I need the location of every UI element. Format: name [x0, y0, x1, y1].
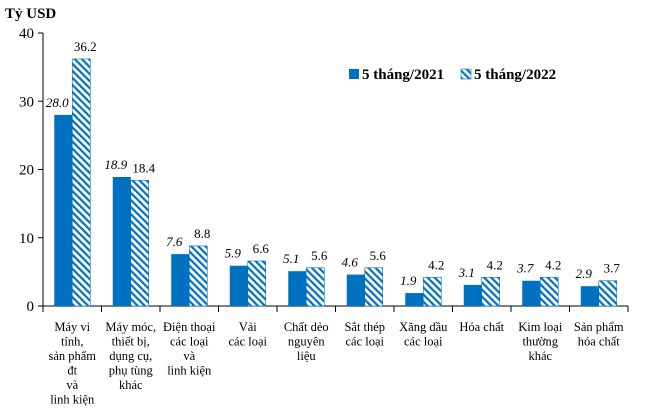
- category-label: các loại: [345, 335, 384, 349]
- category-label: Kim loại: [518, 320, 563, 334]
- bar-2021: [288, 271, 307, 306]
- data-label-2022: 4.2: [428, 257, 444, 272]
- category-label: Máy vi: [54, 320, 90, 334]
- category-label: các loại: [170, 335, 209, 349]
- bar-2021: [580, 286, 599, 306]
- category-label: Sắt thép: [344, 320, 385, 334]
- bar-2022: [364, 267, 384, 307]
- bar-2021: [229, 265, 248, 306]
- category-label: khác: [119, 378, 143, 392]
- category-label: khác: [528, 349, 552, 363]
- bar-2021: [54, 114, 73, 307]
- y-axis-unit-label: Tỷ USD: [5, 6, 56, 22]
- data-label-2021: 5.1: [283, 251, 299, 266]
- bar-2022: [71, 58, 91, 307]
- bar-2021: [171, 254, 190, 306]
- bar-2021: [463, 284, 482, 306]
- bar-2022: [188, 245, 208, 307]
- data-labels: 28.0 36.2 18.9 18.4 7.6 8.8 5.9 6.6 5.1 5.6 4.6 5.6…: [46, 39, 621, 288]
- y-tick-label: 10: [19, 231, 34, 247]
- bar-2021: [405, 293, 424, 306]
- category-label: và: [183, 349, 195, 363]
- data-label-2021: 2.9: [576, 266, 593, 281]
- legend-swatch-solid: [349, 69, 359, 79]
- bar-2022: [422, 277, 442, 307]
- category-label: sản phẩm: [48, 349, 96, 363]
- data-label-2022: 5.6: [311, 248, 328, 263]
- category-label: Sản phẩm: [574, 320, 624, 334]
- category-label: nguyên: [288, 335, 326, 349]
- category-label: Điện thoại: [163, 320, 216, 334]
- category-label: tính,: [61, 335, 84, 349]
- data-label-2022: 8.8: [194, 226, 210, 241]
- category-label: Máy móc,: [105, 320, 156, 334]
- data-label-2021: 3.7: [516, 261, 534, 276]
- bar-2021: [522, 280, 541, 306]
- data-label-2022: 4.2: [545, 257, 561, 272]
- legend-label-2022: 5 tháng/2022: [474, 67, 556, 83]
- category-label: thường: [522, 335, 558, 349]
- category-label: linh kiện: [167, 364, 212, 378]
- category-label: dụng cụ,: [109, 349, 152, 363]
- data-label-2022: 3.7: [604, 261, 621, 276]
- data-label-2021: 18.9: [104, 157, 127, 172]
- y-tick-label: 30: [19, 94, 34, 110]
- category-label: các loại: [404, 335, 443, 349]
- data-label-2021: 3.1: [458, 265, 475, 280]
- data-label-2022: 36.2: [74, 39, 97, 54]
- category-label: Hóa chất: [459, 320, 504, 334]
- y-tick-label: 40: [19, 26, 34, 42]
- data-label-2021: 28.0: [46, 95, 69, 110]
- bar-2022: [539, 277, 559, 307]
- bar-2022: [130, 180, 150, 307]
- data-label-2021: 7.6: [166, 234, 183, 249]
- bar-2021: [346, 274, 365, 306]
- category-label: linh kiện: [50, 393, 95, 407]
- bar-2022: [305, 267, 325, 307]
- legend: 5 tháng/2021 5 tháng/2022: [349, 67, 556, 83]
- data-label-2022: 5.6: [370, 248, 387, 263]
- legend-swatch-hatched: [460, 68, 472, 80]
- category-label: hóa chất: [578, 335, 621, 349]
- data-label-2022: 18.4: [132, 160, 155, 175]
- y-tick-label: 0: [27, 299, 35, 315]
- bar-2022: [247, 260, 267, 307]
- data-label-2021: 4.6: [342, 255, 359, 270]
- data-label-2021: 5.9: [225, 246, 242, 261]
- legend-label-2021: 5 tháng/2021: [362, 67, 444, 83]
- category-label: đt: [67, 364, 77, 378]
- category-label: thiết bị,: [112, 335, 150, 349]
- data-label-2021: 1.9: [400, 273, 417, 288]
- category-label: Xăng dầu: [399, 320, 448, 334]
- bars: [54, 58, 618, 307]
- category-label: phụ tùng: [109, 364, 154, 378]
- category-label: Chất dẻo: [284, 320, 329, 334]
- category-label: Vải: [239, 320, 258, 334]
- category-label: và: [66, 378, 78, 392]
- data-label-2022: 4.2: [487, 257, 503, 272]
- bar-2021: [112, 177, 131, 306]
- data-label-2022: 6.6: [253, 241, 270, 256]
- category-label: liệu: [297, 349, 316, 363]
- y-tick-label: 20: [19, 163, 34, 179]
- bar-2022: [598, 280, 618, 307]
- category-label: các loại: [228, 335, 267, 349]
- bar-2022: [481, 277, 501, 307]
